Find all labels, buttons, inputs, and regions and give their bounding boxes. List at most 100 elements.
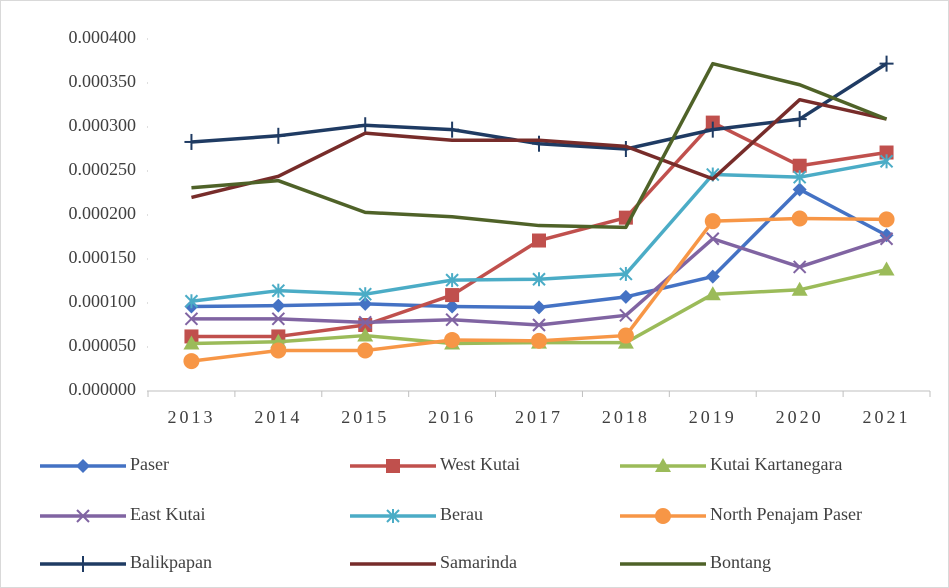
y-tick-label: 0.000050 <box>69 335 137 355</box>
marker-shape <box>879 232 894 246</box>
marker-shape <box>655 508 671 524</box>
marker <box>792 182 807 197</box>
marker <box>358 287 372 302</box>
marker <box>531 332 547 349</box>
marker <box>617 327 634 344</box>
marker <box>271 298 286 313</box>
marker <box>445 299 460 314</box>
marker-shape <box>706 232 720 246</box>
y-tick-label: 0.000150 <box>69 247 137 267</box>
marker-shape <box>183 353 200 370</box>
marker-shape <box>705 269 720 284</box>
marker <box>532 135 546 152</box>
marker <box>271 127 286 144</box>
marker <box>792 158 807 173</box>
marker-shape <box>271 298 286 313</box>
marker <box>358 296 373 311</box>
marker <box>358 117 373 134</box>
marker-shape <box>531 332 547 349</box>
marker-shape <box>619 308 633 323</box>
marker <box>792 111 807 128</box>
y-tick-label: 0.000300 <box>69 115 137 135</box>
legend-label: Paser <box>130 454 169 474</box>
marker <box>655 458 671 472</box>
marker-shape <box>791 281 808 296</box>
legend-label: East Kutai <box>130 504 205 524</box>
x-tick-label: 2021 <box>863 407 911 427</box>
marker <box>183 335 200 350</box>
marker <box>879 145 894 160</box>
marker <box>357 342 374 359</box>
marker-shape <box>617 327 634 344</box>
x-tick-label: 2013 <box>167 407 215 427</box>
marker-shape <box>792 260 807 274</box>
marker-shape <box>445 299 460 314</box>
y-tick-label: 0.000350 <box>69 71 137 91</box>
x-tick-label: 2019 <box>689 407 737 427</box>
marker-shape <box>618 289 633 304</box>
series-line <box>191 61 888 230</box>
y-tick-label: 0.000100 <box>69 291 137 311</box>
marker-shape <box>184 312 199 326</box>
marker <box>386 509 400 523</box>
x-tick-label: 2018 <box>602 407 650 427</box>
marker <box>619 266 633 281</box>
marker-shape <box>792 158 807 173</box>
marker <box>532 300 546 315</box>
marker <box>706 232 720 246</box>
marker-shape <box>792 182 807 197</box>
marker-shape <box>532 318 546 332</box>
legend-label: North Penajam Paser <box>710 504 862 524</box>
x-tick-label: 2015 <box>341 407 389 427</box>
marker <box>357 327 374 342</box>
legend-label: West Kutai <box>440 454 520 474</box>
marker <box>271 312 286 326</box>
marker <box>655 508 671 524</box>
legend-label: Balikpapan <box>130 552 212 572</box>
marker-shape <box>791 210 808 227</box>
marker <box>619 308 633 323</box>
marker-shape <box>532 300 546 315</box>
marker <box>618 289 633 304</box>
marker <box>76 459 90 473</box>
marker <box>532 233 546 248</box>
marker-shape <box>270 342 287 359</box>
series-line <box>191 97 887 200</box>
x-tick-label: 2014 <box>254 407 302 427</box>
marker-shape <box>358 296 373 311</box>
marker <box>704 213 721 230</box>
marker <box>184 312 199 326</box>
marker <box>445 273 459 288</box>
marker-shape <box>704 213 721 230</box>
marker <box>270 342 287 359</box>
marker <box>791 210 808 227</box>
marker-shape <box>444 331 461 348</box>
legend-label: Berau <box>440 504 483 524</box>
marker-shape <box>655 458 671 472</box>
marker-shape <box>76 509 90 523</box>
marker <box>76 556 90 572</box>
marker <box>445 121 460 138</box>
marker-shape <box>445 288 460 303</box>
legend-label: Kutai Kartanegara <box>710 454 842 474</box>
marker-shape <box>271 312 286 326</box>
marker <box>705 269 720 284</box>
marker <box>532 272 546 287</box>
legend-label: Samarinda <box>440 552 517 572</box>
marker-shape <box>183 335 200 350</box>
marker <box>704 286 721 301</box>
marker-shape <box>878 211 895 228</box>
x-tick-label: 2017 <box>515 407 563 427</box>
y-tick-label: 0.000000 <box>69 379 137 399</box>
marker-shape <box>879 145 894 160</box>
marker-shape <box>386 459 400 473</box>
marker <box>879 154 894 169</box>
marker <box>878 211 895 228</box>
y-tick-label: 0.000400 <box>69 27 137 47</box>
marker <box>445 288 460 303</box>
marker <box>879 232 894 246</box>
marker <box>792 170 807 185</box>
marker-shape <box>358 315 372 330</box>
